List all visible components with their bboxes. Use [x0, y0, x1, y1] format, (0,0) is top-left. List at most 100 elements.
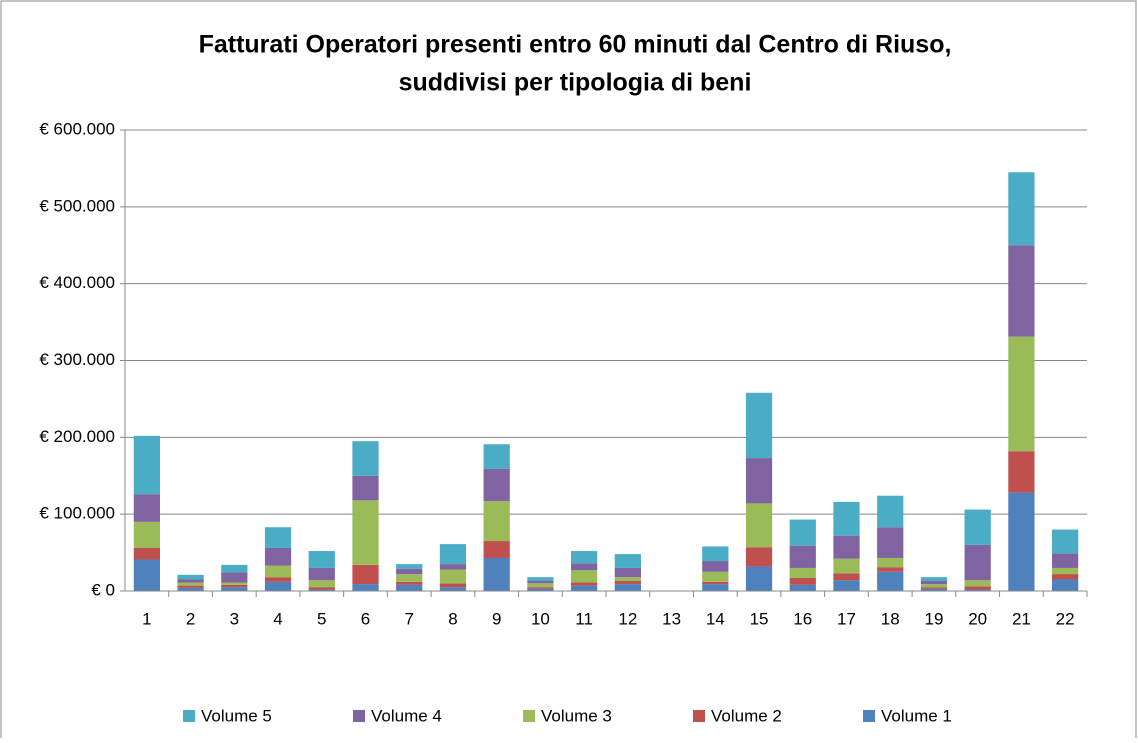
bar-segment	[833, 558, 860, 574]
bar-segment	[745, 566, 773, 591]
x-tick-label: 9	[492, 609, 501, 628]
legend-swatch	[693, 710, 705, 722]
bar-segment	[396, 574, 423, 582]
legend-label: Volume 3	[541, 706, 612, 725]
bar-segment	[702, 561, 729, 572]
legend-swatch	[183, 710, 195, 722]
bar-segment	[920, 587, 948, 589]
bar-segment	[964, 509, 991, 545]
bar-segment	[177, 582, 204, 586]
bar-segment	[964, 586, 991, 590]
bar-segment	[483, 501, 510, 542]
bar-segment	[352, 475, 379, 501]
bar-segment	[964, 544, 991, 581]
bar-segment	[833, 535, 860, 559]
bar-segment	[133, 435, 160, 495]
x-tick-label: 8	[448, 609, 457, 628]
bar-segment	[221, 564, 248, 573]
legend-label: Volume 5	[201, 706, 272, 725]
bar-segment	[877, 557, 904, 568]
bar-segment	[614, 554, 641, 568]
x-tick-label: 13	[662, 609, 681, 628]
bar-segment	[352, 500, 379, 565]
bar-segment	[177, 574, 204, 580]
bar-segment	[964, 580, 991, 587]
bar-segment	[308, 587, 335, 590]
x-tick-label: 6	[361, 609, 370, 628]
bar-segment	[789, 584, 816, 591]
bar-segment	[352, 584, 379, 591]
bar-segment	[1052, 553, 1079, 568]
y-tick-label: € 400.000	[39, 273, 115, 292]
bar-segment	[1052, 579, 1079, 591]
legend-swatch	[353, 710, 365, 722]
y-tick-label: € 500.000	[39, 196, 115, 215]
bar-segment	[614, 577, 641, 582]
bar-segment	[571, 551, 598, 564]
x-tick-label: 19	[924, 609, 943, 628]
x-tick-label: 3	[230, 609, 239, 628]
bar-segment	[745, 547, 773, 567]
bar-segment	[702, 581, 729, 585]
bar-segment	[308, 580, 335, 588]
bar-segment	[133, 559, 160, 591]
bar-segment	[177, 585, 204, 588]
bar-segment	[1008, 492, 1035, 591]
bar-segment	[920, 577, 948, 582]
x-tick-label: 15	[750, 609, 769, 628]
x-tick-label: 11	[575, 609, 593, 628]
bar-segment	[964, 589, 991, 591]
x-tick-label: 14	[706, 609, 725, 628]
bar-segment	[920, 581, 948, 585]
bar-segment	[396, 568, 423, 575]
bar-segment	[789, 567, 816, 578]
x-tick-label: 17	[837, 609, 856, 628]
x-tick-label: 1	[142, 609, 151, 628]
x-tick-label: 18	[881, 609, 900, 628]
bar-segment	[177, 579, 204, 583]
bar-segment	[308, 589, 335, 591]
legend-label: Volume 1	[881, 706, 952, 725]
bar-segment	[439, 564, 467, 570]
bar-segment	[833, 580, 860, 591]
bar-segment	[1052, 574, 1079, 580]
bar-segment	[833, 501, 860, 536]
bar-segment	[571, 563, 598, 571]
bar-segment	[920, 584, 948, 588]
bar-segment	[1008, 172, 1035, 246]
bar-segment	[308, 551, 335, 568]
bar-segment	[614, 584, 641, 591]
bar-segment	[571, 582, 598, 586]
bar-segment	[1008, 245, 1035, 337]
x-tick-label: 20	[968, 609, 987, 628]
bar-segment	[439, 569, 467, 584]
chart-title: Fatturati Operatori presenti entro 60 mi…	[199, 31, 952, 59]
bar-segment	[483, 557, 510, 591]
y-tick-label: € 600.000	[39, 119, 115, 138]
legend-label: Volume 4	[371, 706, 442, 725]
y-tick-label: € 200.000	[39, 427, 115, 446]
x-tick-label: 10	[531, 609, 550, 628]
bar-segment	[1008, 451, 1035, 493]
x-tick-label: 21	[1012, 609, 1031, 628]
bar-segment	[396, 564, 423, 569]
bar-segment	[439, 544, 467, 565]
bar-segment	[177, 587, 204, 591]
bar-segment	[789, 577, 816, 585]
bar-segment	[396, 584, 423, 591]
bar-segment	[877, 567, 904, 572]
bar-segment	[483, 468, 510, 502]
bar-segment	[439, 587, 467, 591]
legend-swatch	[523, 710, 535, 722]
bar-segment	[1052, 567, 1079, 575]
bar-segment	[789, 519, 816, 546]
bar-segment	[264, 565, 292, 578]
bar-segment	[527, 583, 554, 588]
bar-segment	[614, 581, 641, 585]
bar-segment	[920, 588, 948, 591]
y-tick-label: € 0	[91, 580, 115, 599]
y-tick-label: € 100.000	[39, 504, 115, 523]
x-tick-label: 4	[273, 609, 282, 628]
